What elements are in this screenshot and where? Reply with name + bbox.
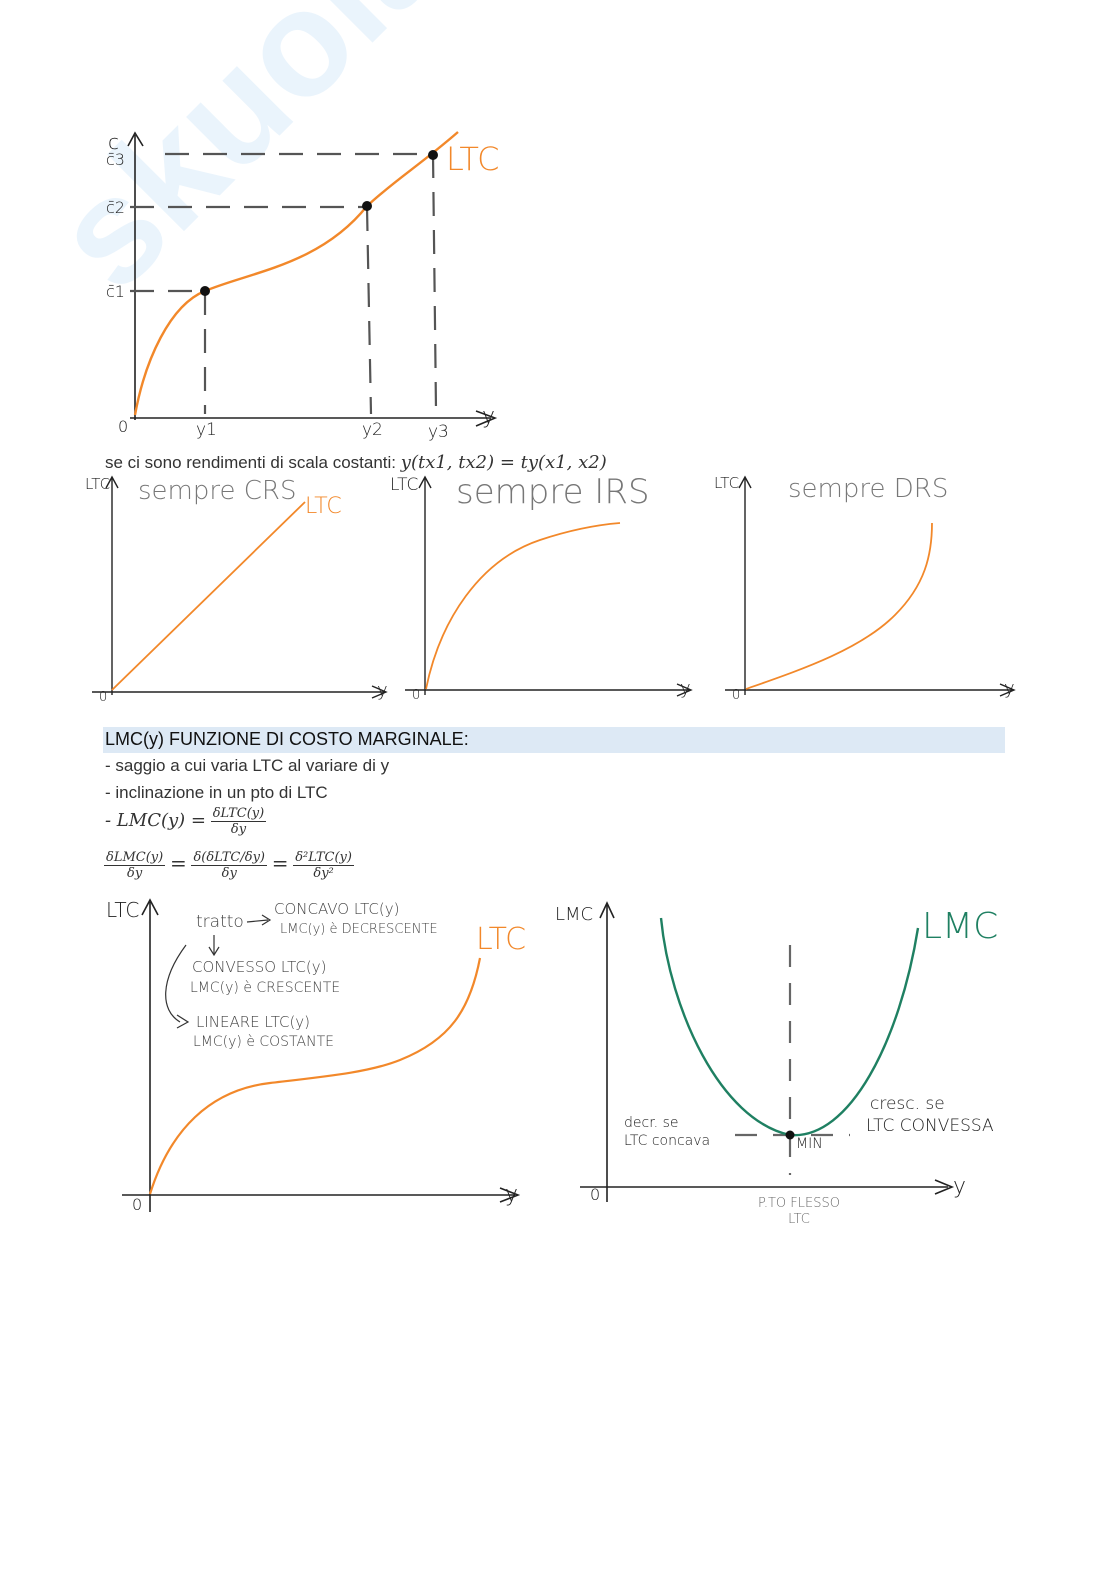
bottom-note-2: LTC [788,1212,810,1227]
right-note-1: cresc. se [870,1094,945,1114]
f2-den: δy [221,866,237,881]
f3-num: δ²LTC(y) [293,850,354,866]
crs-line [111,501,306,691]
bottom-note-1: P.TO FLESSO [758,1196,840,1211]
formula-lmc: - LMC(y) = δLTC(y) δy [105,806,267,837]
f3-den: δy² [313,866,334,881]
f2-num: δ(δLTC/δy) [191,850,267,866]
right-note: cresc. se LTC CONVESSA [866,1093,994,1137]
lmc-heading-text: LMC(y) FUNZIONE DI COSTO MARGINALE [105,729,464,749]
lmc-x-label: y [953,1174,967,1199]
point-1 [200,286,210,296]
guide-dashes [130,152,438,415]
point-2 [362,201,372,211]
formula-lmc-num: δLTC(y) [210,806,267,822]
drs-title: sempre DRS [788,474,949,504]
note-convesso-sub: LMC(y) è CRESCENTE [190,980,341,996]
ltc-x-label: y [505,1182,519,1207]
drs-x-label: y [1004,678,1015,699]
note-convesso: CONVESSO LTC(y) [192,958,327,976]
irs-y-label: LTC [390,475,419,495]
eq-2: = [271,850,289,875]
lmc-heading: LMC(y) FUNZIONE DI COSTO MARGINALE: [105,729,469,750]
crs-text: se ci sono rendimenti di scala costanti: [105,453,397,472]
heading-highlight [103,727,1005,753]
f1-den: δy [127,866,143,881]
crs-x-label: y [377,680,388,701]
min-point [785,1130,795,1140]
left-note-2: LTC concava [624,1133,711,1149]
left-note: decr. se LTC concava [624,1114,710,1150]
tick-c3: c̄3 [106,150,125,169]
right-note-2: LTC CONVESSA [866,1116,994,1136]
crs-sentence: se ci sono rendimenti di scala costanti:… [105,452,607,473]
lmc-origin: 0 [590,1185,601,1204]
lmc-heading-colon: : [463,729,469,749]
x-axis-label: y [482,404,496,429]
irs-curve [425,522,621,690]
bullet-1: - saggio a cui varia LTC al variare di y [105,756,390,775]
crs-title: sempre CRS [138,476,297,506]
tick-y3: y3 [428,422,449,442]
crs-y-label: LTC [85,475,111,493]
ltc-curve-label: LTC [476,922,527,957]
ltc-curve-bottom [148,957,482,1195]
crs-ltc-label: LTC [305,494,342,519]
drs-y-label: LTC [714,474,740,492]
y-axis-arrow [127,131,144,147]
note-concavo-sub: LMC(y) è DECRESCENTE [280,922,438,937]
bullet-2: - inclinazione in un pto di LTC [105,783,328,802]
chart-ltc-points [127,131,498,427]
note-lineare-sub: LMC(y) è COSTANTE [193,1034,334,1050]
ltc-curve [133,131,459,416]
tick-c2: c̄2 [106,198,125,217]
ltc-label: LTC [446,140,500,178]
tick-y2: y2 [362,420,383,440]
tick-y1: y1 [196,420,217,440]
left-note-1: decr. se [624,1115,679,1131]
bottom-note: P.TO FLESSO LTC [756,1196,842,1228]
note-tratto: tratto [196,912,244,932]
irs-origin: 0 [412,688,421,703]
formula-derivative: δLMC(y) δy = δ(δLTC/δy) δy = δ²LTC(y) δy² [104,850,354,881]
crs-formula: y(tx1, tx2) = ty(x1, x2) [400,452,607,473]
ltc-y-label: LTC [106,898,140,922]
crs-origin: 0 [99,690,108,705]
formula-lmc-prefix: - LMC(y) = [105,809,206,831]
formula-lmc-den: δy [230,822,247,837]
note-concavo: CONCAVO LTC(y) [274,900,400,918]
drs-curve [745,522,933,690]
point-3 [428,150,438,160]
origin-label: 0 [118,417,129,436]
eq-1: = [169,850,187,875]
ltc-origin: 0 [132,1195,143,1214]
f1-num: δLMC(y) [104,850,166,866]
tick-c1: c̄1 [106,282,125,301]
min-label: MIN [796,1136,823,1152]
c-axis-label: c [108,130,119,154]
x-axis-arrow [475,410,498,427]
drs-origin: 0 [732,688,741,703]
irs-x-label: y [680,678,691,699]
irs-title: sempre IRS [456,472,650,512]
lmc-y-label: LMC [555,904,594,925]
lmc-curve-label: LMC [922,906,999,947]
note-lineare: LINEARE LTC(y) [196,1013,311,1031]
